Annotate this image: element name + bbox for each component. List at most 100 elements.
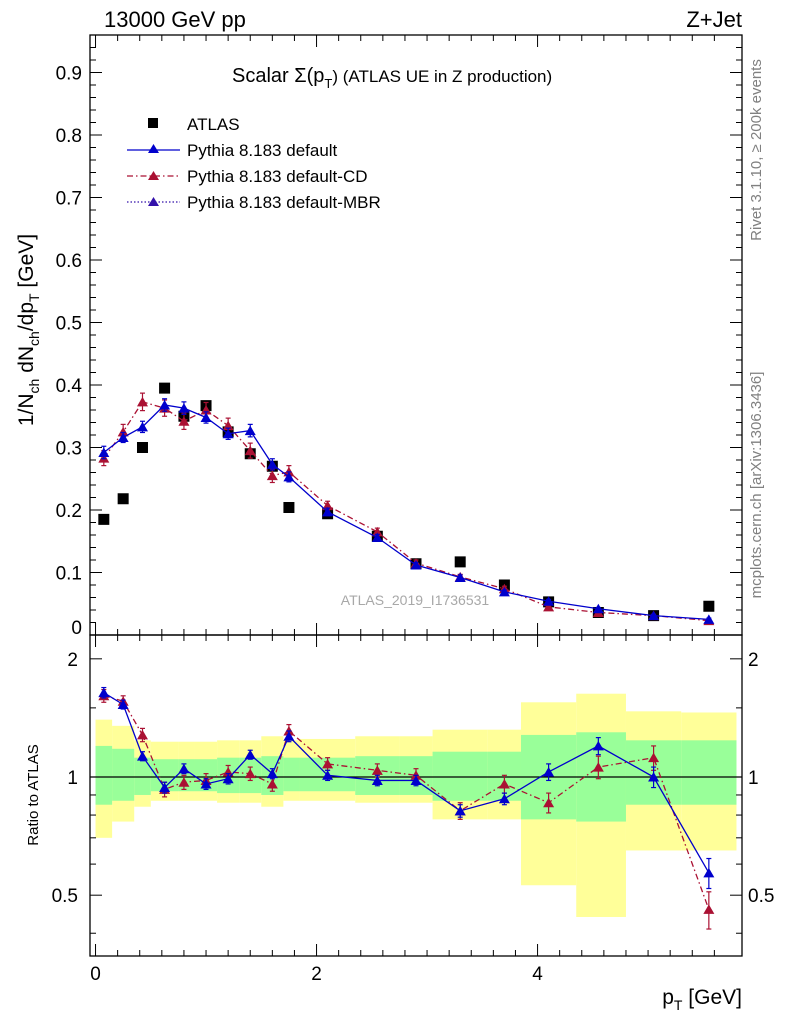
ratio-default-cd-point bbox=[498, 778, 510, 789]
atlas-point bbox=[703, 600, 715, 612]
ratio-default-point bbox=[648, 772, 660, 782]
top-ytick-label: 0.8 bbox=[56, 126, 82, 147]
top-default-point bbox=[322, 506, 334, 517]
top-ylabel-part-2: ch bbox=[26, 379, 42, 394]
top-ytick-label: 0.9 bbox=[56, 64, 82, 85]
top-default-cd-point bbox=[178, 416, 190, 426]
top-default-point bbox=[222, 428, 234, 439]
top-default-point bbox=[543, 596, 555, 606]
atlas-point bbox=[136, 442, 148, 453]
top-default-point bbox=[371, 532, 383, 542]
top-default-cd-point bbox=[222, 420, 234, 431]
top-default-cd-point bbox=[136, 396, 148, 407]
bottom-plot-frame bbox=[89, 634, 743, 957]
ratio-default-point bbox=[322, 770, 334, 780]
top-default-cd-line bbox=[103, 401, 709, 622]
ratio-default-point bbox=[222, 773, 234, 784]
bottom-xtick-label: 4 bbox=[532, 964, 543, 985]
band-green-0 bbox=[95, 745, 113, 805]
analysis-watermark: ATLAS_2019_I1736531 bbox=[341, 592, 490, 608]
bottom-ytick-label-right: 0.5 bbox=[748, 886, 774, 907]
ratio-default-point bbox=[98, 687, 110, 698]
ratio-default-cd-point bbox=[371, 765, 383, 775]
process-label: Z+Jet bbox=[686, 7, 742, 32]
top-default-line bbox=[103, 404, 709, 621]
top-default-point bbox=[98, 447, 110, 457]
ratio-default-cd-point bbox=[592, 762, 604, 772]
atlas-point bbox=[159, 382, 171, 394]
ratio-default-point bbox=[371, 775, 383, 785]
top-ylabel-part-1: 1/N bbox=[15, 393, 38, 426]
bottom-ytick-label: 1 bbox=[67, 768, 78, 789]
ratio-default-point bbox=[703, 867, 715, 878]
top-default-point bbox=[200, 412, 212, 422]
legend-label-default: Pythia 8.183 default bbox=[187, 141, 338, 160]
top-ylabel-part-7: [GeV] bbox=[15, 234, 38, 294]
legend-marker-atlas bbox=[148, 118, 158, 128]
top-ylabel-part-4: ch bbox=[26, 331, 42, 346]
atlas-point bbox=[454, 556, 466, 568]
mcplots-label: mcplots.cern.ch [arXiv:1306.3436] bbox=[748, 372, 765, 599]
top-default-cd-point bbox=[266, 470, 278, 481]
top-default-point bbox=[592, 603, 604, 614]
legend-marker-mbr bbox=[148, 197, 159, 206]
band-green-1 bbox=[112, 748, 135, 801]
top-default-point bbox=[283, 471, 295, 482]
ratio-default-point bbox=[283, 731, 295, 741]
top-default-point bbox=[410, 560, 422, 570]
ratio-default-cd-point bbox=[222, 766, 234, 777]
ratio-default-cd-point bbox=[136, 729, 148, 740]
top-ylabel: 1/Nch dNch/dpT [GeV] bbox=[15, 234, 42, 426]
atlas-point bbox=[98, 513, 110, 525]
xlabel-part-2: T bbox=[674, 997, 683, 1013]
legend: ATLAS Pythia 8.183 default Pythia 8.183 … bbox=[127, 115, 381, 212]
top-default-point bbox=[159, 400, 171, 410]
top-ytick-label: 0 bbox=[71, 618, 82, 639]
ratio-default-point bbox=[159, 782, 171, 793]
ratio-default-point bbox=[200, 778, 212, 789]
bottom-xlabel: pT [GeV] bbox=[662, 986, 742, 1013]
xlabel-part-3: [GeV] bbox=[682, 986, 742, 1009]
bottom-ytick-label: 2 bbox=[67, 650, 78, 671]
atlas-point bbox=[117, 493, 129, 505]
legend-marker-default bbox=[148, 144, 159, 153]
top-ylabel-part-6: T bbox=[26, 293, 42, 302]
top-ylabel-part-5: /dp bbox=[15, 302, 38, 331]
top-default-cd-point bbox=[371, 526, 383, 537]
top-default-point bbox=[136, 421, 148, 432]
ratio-default-point bbox=[454, 805, 466, 816]
top-default-cd-point bbox=[543, 601, 555, 612]
ratio-default-point bbox=[543, 766, 555, 777]
ratio-default-cd-point bbox=[322, 758, 334, 769]
top-default-cd-point bbox=[322, 500, 334, 511]
top-default-cd-point bbox=[200, 405, 212, 415]
ratio-default-point bbox=[592, 740, 604, 751]
bottom-ylabel: Ratio to ATLAS bbox=[25, 744, 42, 845]
top-ytick-label: 0.6 bbox=[56, 251, 82, 272]
ratio-default-cd-point bbox=[178, 777, 190, 787]
ratio-default-point bbox=[178, 763, 190, 774]
ratio-default-point bbox=[410, 775, 422, 785]
legend-label-mbr: Pythia 8.183 default-MBR bbox=[187, 193, 381, 212]
chart-title: Scalar Σ(pT) (ATLAS UE in Z production) bbox=[232, 65, 552, 91]
ratio-default-point bbox=[498, 793, 510, 804]
bottom-ytick-label: 0.5 bbox=[52, 886, 78, 907]
top-default-point bbox=[117, 432, 129, 442]
chart-title-tail: ) (ATLAS UE in Z production) bbox=[332, 67, 552, 86]
xlabel-part-1: p bbox=[662, 986, 674, 1009]
bottom-xtick-label: 0 bbox=[90, 964, 101, 985]
energy-label: 13000 GeV pp bbox=[104, 7, 246, 32]
legend-label-atlas: ATLAS bbox=[187, 115, 240, 134]
top-ytick-label: 0.4 bbox=[56, 376, 83, 397]
band-green-2 bbox=[134, 757, 151, 795]
top-default-point bbox=[454, 572, 466, 582]
bottom-xtick-label: 2 bbox=[311, 964, 322, 985]
band-green-18 bbox=[681, 740, 737, 805]
top-default-cd-point bbox=[117, 426, 129, 437]
top-ytick-label: 0.2 bbox=[56, 501, 82, 522]
top-default-point bbox=[648, 610, 660, 621]
ratio-default-cd-point bbox=[648, 752, 660, 763]
ratio-default-point bbox=[136, 751, 148, 761]
ratio-default-cd-point bbox=[543, 797, 555, 808]
